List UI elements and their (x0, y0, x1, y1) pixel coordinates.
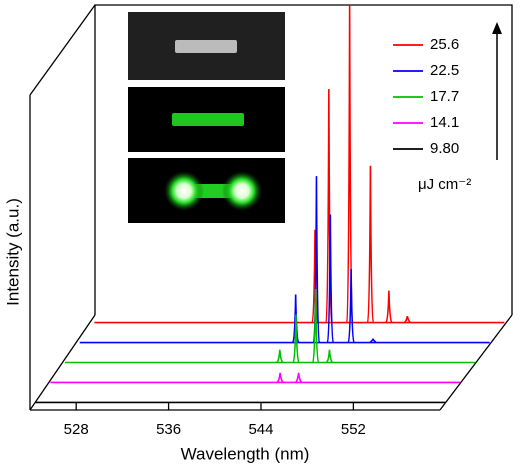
back-plane (94, 4, 513, 315)
peak (366, 165, 375, 324)
x-axis-label: Wavelength (nm) (181, 444, 310, 463)
glow-right (222, 171, 262, 211)
rod-green (172, 113, 244, 126)
peak (276, 349, 284, 364)
y-axis-label: Intensity (a.u.) (3, 198, 22, 306)
legend-label: 9.80 (430, 140, 459, 157)
legend-unit: μJ cm⁻² (418, 176, 471, 193)
traces (35, 5, 505, 404)
peak (295, 372, 303, 384)
legend-label: 14.1 (430, 114, 459, 131)
peak (291, 294, 300, 344)
peak (403, 316, 411, 324)
x-tick-label: 528 (64, 421, 89, 438)
legend: μJ cm⁻² 25.6 22.5 17.7 14.1 9.80 (393, 22, 502, 193)
trace (65, 288, 475, 364)
peak (385, 290, 393, 324)
x-tick-label: 536 (156, 421, 181, 438)
axes-box (29, 4, 513, 411)
right-floor-edge (439, 314, 513, 411)
peak (326, 214, 335, 344)
left-floor-edge (29, 314, 96, 411)
rod-white (175, 40, 237, 53)
peak (369, 337, 377, 344)
left-top-edge (29, 4, 96, 96)
peak (292, 314, 300, 364)
x-tick-label: 552 (341, 421, 366, 438)
trace (50, 372, 461, 384)
legend-label: 17.7 (430, 88, 459, 105)
trace (79, 176, 490, 344)
legend-arrowhead (492, 22, 502, 34)
legend-label: 22.5 (430, 62, 459, 79)
peak (311, 288, 320, 364)
x-tick-label: 544 (248, 421, 273, 438)
peak (347, 268, 355, 344)
peak (311, 229, 319, 324)
inset (128, 12, 285, 223)
peak (325, 349, 334, 364)
legend-label: 25.6 (430, 36, 459, 53)
peak (276, 372, 284, 384)
glow-left (164, 171, 204, 211)
